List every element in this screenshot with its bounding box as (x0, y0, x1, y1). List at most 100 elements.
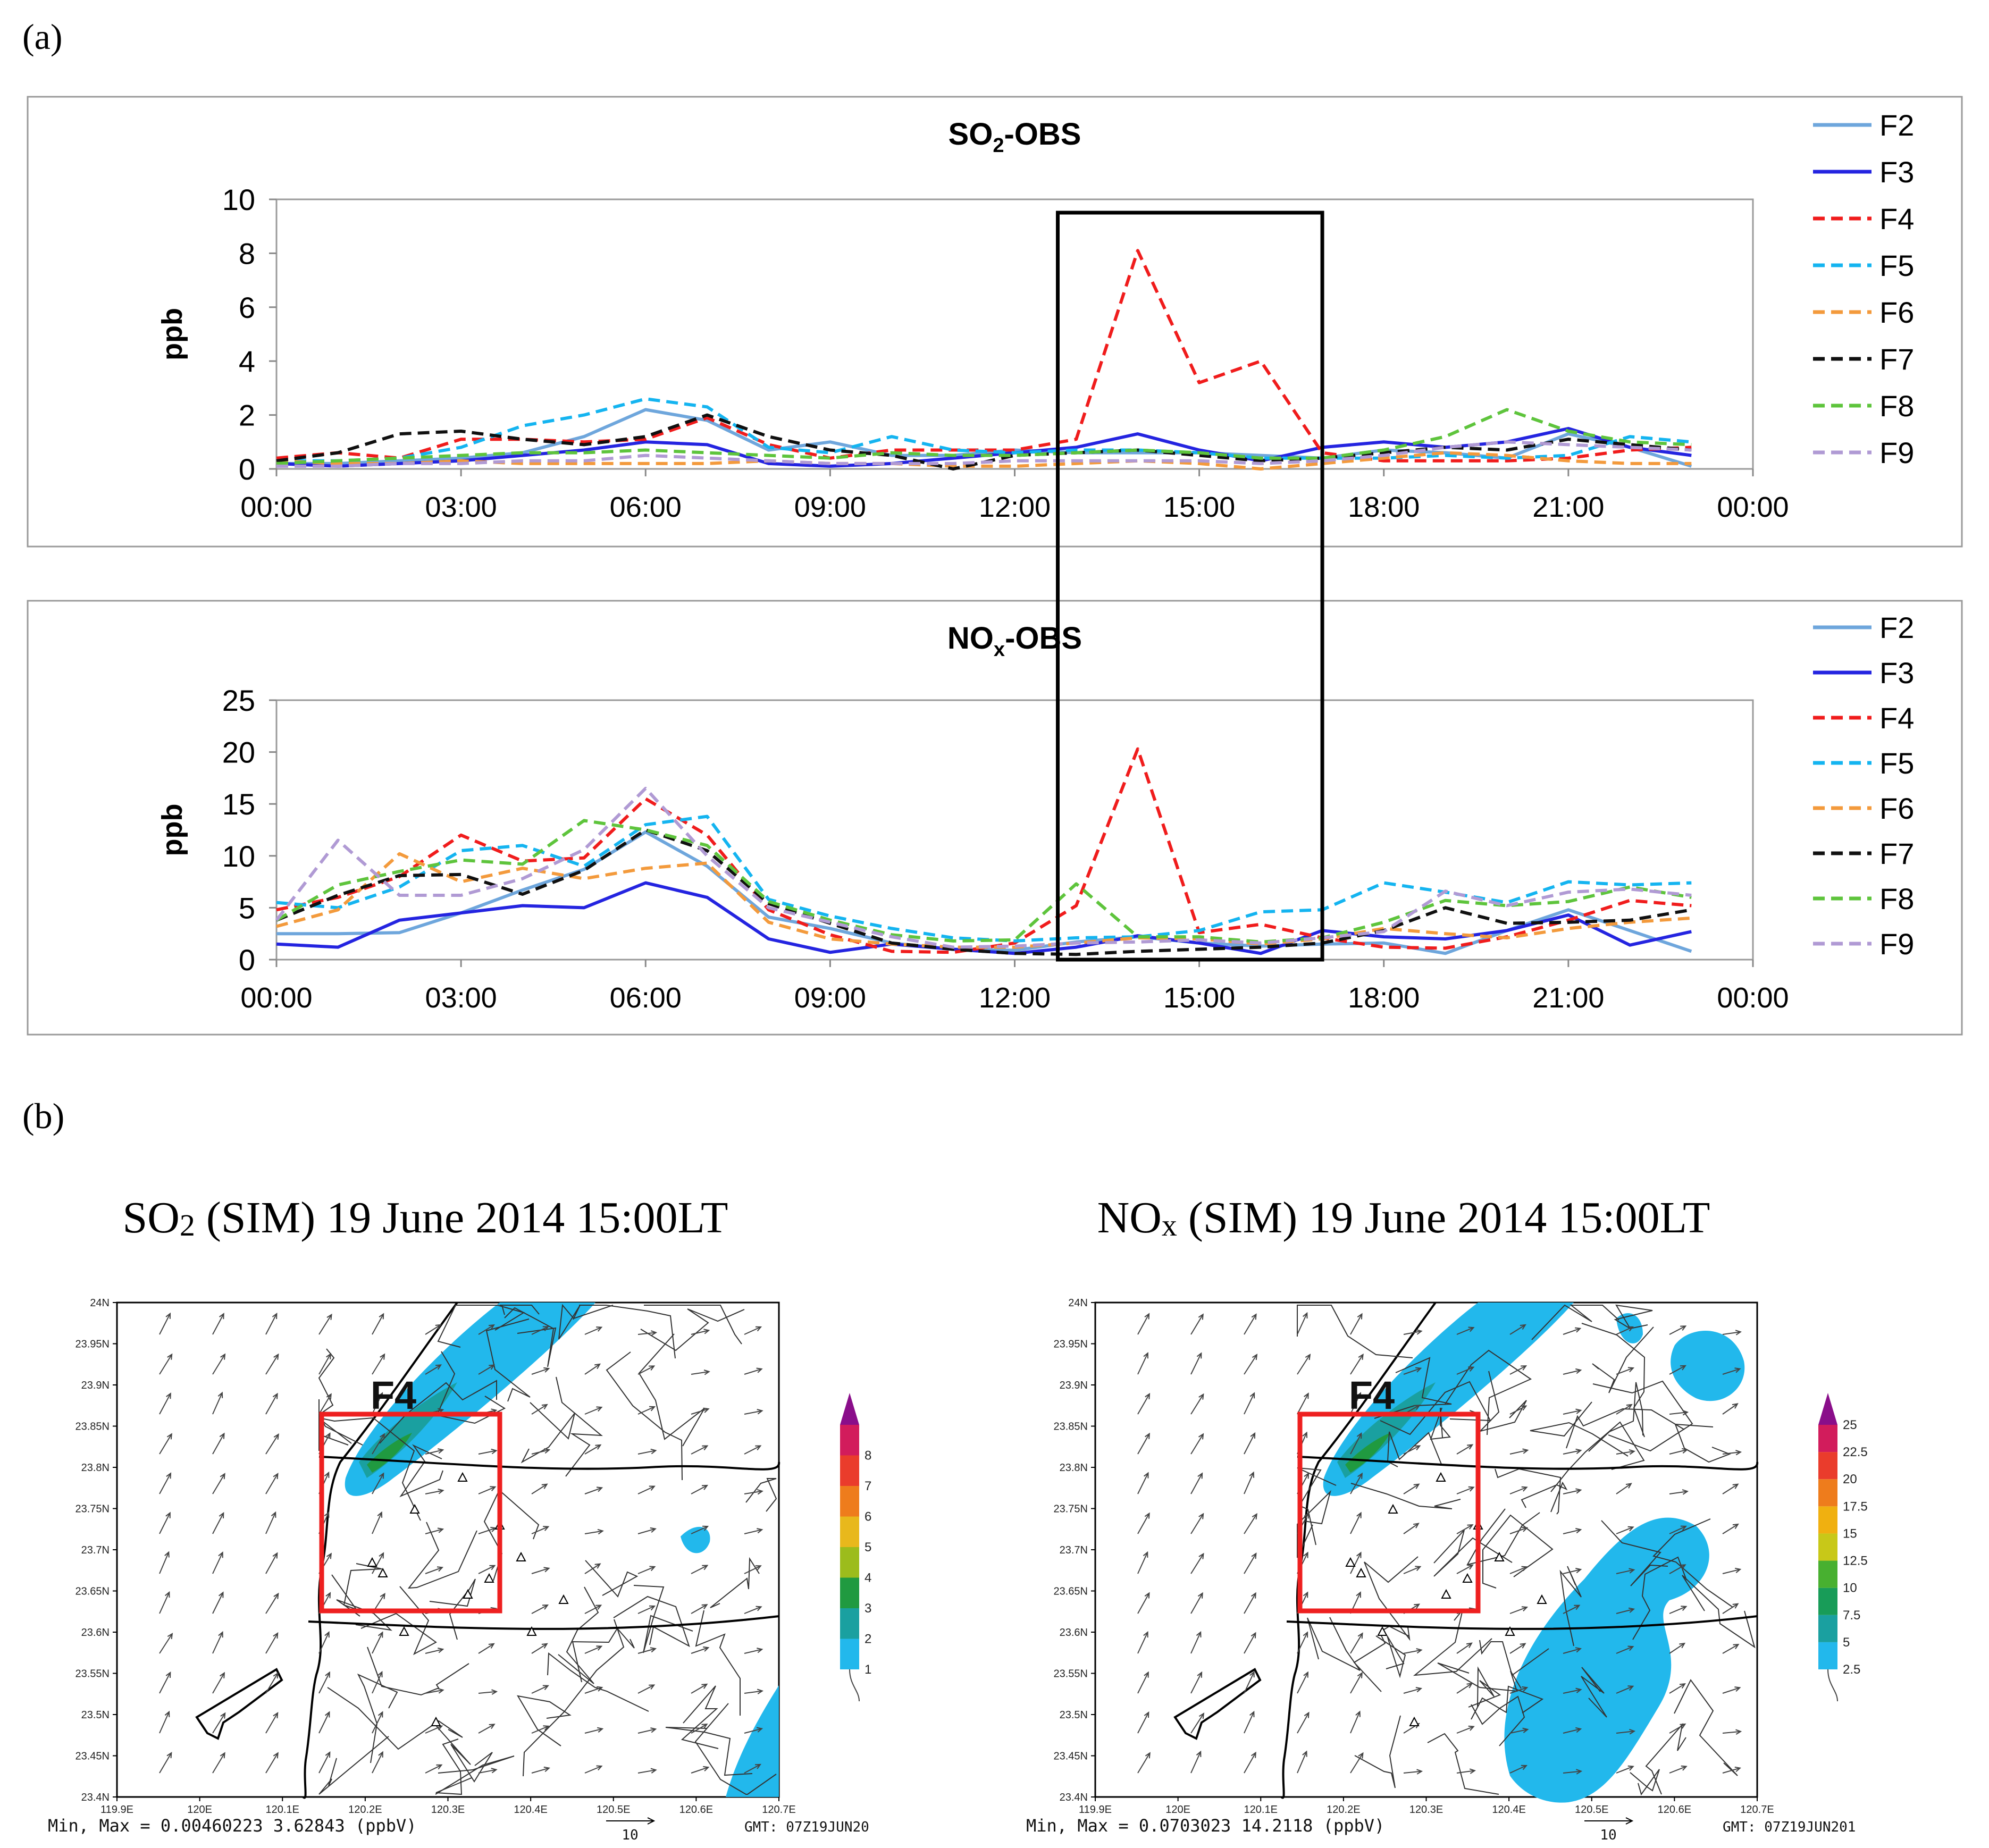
county-boundary (379, 1380, 497, 1444)
wind-vector (265, 1752, 279, 1774)
wind-vector-head (377, 1511, 383, 1518)
so2-ytick-label: 2 (239, 399, 255, 432)
colorbar-label: 22.5 (1843, 1445, 1868, 1459)
wind-vector (1722, 1644, 1739, 1654)
wind-vector-head (1251, 1592, 1256, 1599)
wind-vector-head (1145, 1752, 1151, 1759)
wind-vector-head (219, 1511, 224, 1518)
county-boundary (1364, 1556, 1419, 1641)
wind-vector (584, 1407, 602, 1415)
wind-vector-head (1358, 1752, 1364, 1759)
wind-vector (1190, 1433, 1204, 1455)
wind-vector (691, 1724, 707, 1734)
wind-vector (1137, 1353, 1148, 1375)
colorbar-label: 3 (865, 1601, 871, 1616)
wind-vector-head (1357, 1632, 1363, 1639)
wind-vector (1403, 1445, 1420, 1455)
county-boundary (1380, 1381, 1491, 1435)
wind-vector-head (1252, 1354, 1258, 1360)
wind-vector-head (754, 1763, 762, 1769)
wind-vector (1190, 1314, 1204, 1335)
colorbar-segment (1818, 1560, 1837, 1588)
wind-vector (1137, 1712, 1149, 1734)
colorbar-tail (1827, 1669, 1838, 1702)
wind-vector (478, 1450, 497, 1455)
wind-vector (1297, 1751, 1307, 1774)
wind-vector-head (1251, 1632, 1256, 1639)
wind-vector-head (1357, 1671, 1363, 1678)
wind-vector-head (1627, 1765, 1634, 1771)
wind-vector-head (1627, 1326, 1634, 1332)
wind-vector-head (596, 1765, 603, 1771)
county-boundary (1588, 1382, 1643, 1452)
so2-legend-label-F3: F3 (1879, 155, 1914, 189)
wind-vector (159, 1433, 172, 1455)
station-marker (1409, 1716, 1420, 1726)
wind-vector-head (273, 1592, 279, 1599)
wind-vector-head (1521, 1526, 1529, 1532)
wind-vector (584, 1605, 601, 1614)
wind-vector (584, 1728, 603, 1734)
wind-vector-head (1735, 1449, 1742, 1456)
county-boundary (521, 1402, 575, 1464)
wind-vector-head (377, 1392, 383, 1399)
wind-vector-head (1681, 1765, 1688, 1771)
county-boundary (1550, 1421, 1645, 1492)
county-boundary (436, 1726, 493, 1783)
so2-xtick-label: 18:00 (1348, 491, 1420, 523)
wind-vector (1350, 1552, 1362, 1574)
min-max-text: Min, Max = 0.0703023 14.2118 (ppbV) (1026, 1816, 1384, 1836)
nox-ytick-label: 5 (239, 891, 255, 925)
plume-peak (367, 1433, 412, 1473)
wind-vector-head (220, 1353, 226, 1360)
wind-vector-head (596, 1326, 603, 1332)
nox-legend-label-F9: F9 (1879, 927, 1914, 961)
colorbar-label: 8 (865, 1449, 871, 1463)
wind-vector (265, 1354, 279, 1375)
wind-vector (372, 1712, 383, 1734)
wind-vector-head (1468, 1366, 1475, 1372)
wind-vector-head (1415, 1566, 1422, 1571)
wind-vector-head (1575, 1448, 1582, 1454)
wind-vector-head (326, 1552, 332, 1559)
wind-vector (159, 1313, 171, 1335)
wind-vector (478, 1324, 494, 1335)
wind-vector-head (1197, 1472, 1203, 1479)
county-boundary (640, 1308, 745, 1351)
wind-vector (1190, 1353, 1202, 1375)
wind-vector-head (1144, 1711, 1149, 1718)
wind-vector-head (1196, 1750, 1202, 1757)
wind-vector-head (1732, 1523, 1739, 1530)
wind-vector-head (649, 1566, 656, 1572)
island (195, 1668, 283, 1740)
lat-label: 23.75N (75, 1503, 110, 1515)
wind-vector-head (597, 1686, 603, 1692)
wind-vector-head (1520, 1324, 1526, 1330)
wind-vector-head (273, 1632, 279, 1639)
wind-vector (637, 1728, 656, 1734)
wind-vector-head (1468, 1486, 1475, 1492)
so2-plot-area (275, 198, 1754, 470)
wind-vector-head (595, 1444, 602, 1450)
lon-label: 120.6E (679, 1804, 713, 1816)
colorbar-label: 2.5 (1843, 1662, 1860, 1677)
lat-label: 23.85N (75, 1421, 110, 1433)
colorbar-segment (1818, 1642, 1837, 1669)
wind-vector (265, 1673, 279, 1694)
station-marker (377, 1567, 388, 1577)
wind-vector (212, 1713, 226, 1734)
wind-vector (1297, 1672, 1308, 1694)
wind-vector-head (1575, 1727, 1582, 1733)
wind-vector-head (649, 1365, 656, 1371)
wind-vector (1722, 1331, 1741, 1335)
wind-vector-head (166, 1472, 172, 1479)
wind-vector-head (543, 1725, 550, 1731)
wind-vector (1190, 1394, 1204, 1415)
so2-ytick-label: 8 (239, 237, 255, 270)
wind-vector-head (1356, 1511, 1362, 1518)
wind-vector (1190, 1672, 1202, 1694)
colorbar-label: 7 (865, 1479, 871, 1493)
boundary-major (308, 1615, 779, 1630)
wind-vector (1244, 1752, 1256, 1774)
